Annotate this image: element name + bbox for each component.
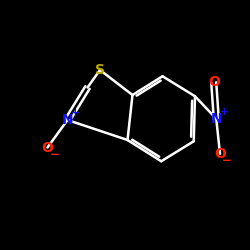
Text: S: S xyxy=(95,63,105,77)
Text: O: O xyxy=(214,147,226,161)
Text: −: − xyxy=(50,148,59,161)
Text: +: + xyxy=(220,107,228,117)
Text: N: N xyxy=(210,112,222,126)
Text: O: O xyxy=(208,76,220,90)
Text: O: O xyxy=(42,140,54,154)
Text: −: − xyxy=(222,154,232,167)
Text: N: N xyxy=(62,113,73,127)
Text: +: + xyxy=(71,108,80,118)
